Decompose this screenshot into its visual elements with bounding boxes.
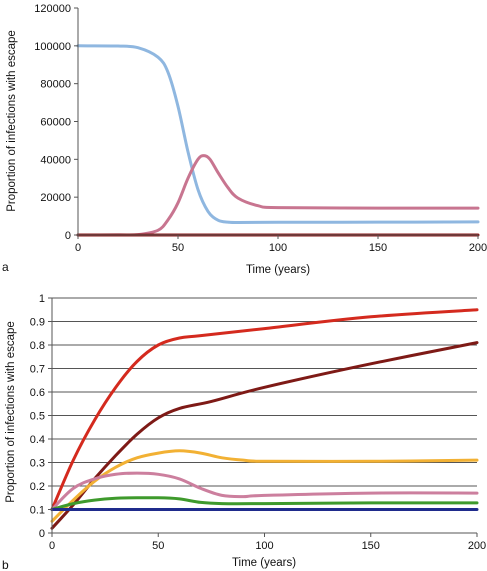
plot-area-a — [78, 8, 478, 235]
x-tick-label-b-1: 50 — [152, 540, 164, 552]
y-tick-label-b-1: 0.1 — [30, 505, 45, 517]
y-tick-label-b-4: 0.4 — [30, 434, 45, 446]
y-tick-label-a-6: 120000 — [34, 3, 71, 15]
series-line-b-4 — [50, 496, 479, 511]
x-tick-label-a-3: 150 — [369, 242, 387, 254]
y-tick-label-a-3: 60000 — [40, 117, 71, 129]
series-line-b-2 — [50, 449, 479, 523]
x-tick-label-b-2: 100 — [255, 540, 273, 552]
y-axis-label-b: Proportion of infections with escape — [5, 321, 17, 503]
x-axis-label-a: Time (years) — [246, 264, 310, 276]
y-tick-label-b-3: 0.3 — [30, 458, 45, 470]
y-tick-label-b-0: 0 — [39, 528, 45, 540]
panel-label-a: a — [2, 260, 9, 274]
x-tick-label-a-2: 100 — [269, 242, 287, 254]
x-axis-label-b: Time (years) — [232, 557, 296, 569]
y-tick-label-a-5: 100000 — [34, 41, 71, 53]
series-line-b-3 — [50, 471, 479, 511]
x-tick-label-a-4: 200 — [469, 242, 487, 254]
panel-b: 0 0.1 0.2 0.3 0.4 0.5 0.6 0.7 0.8 0.9 1 0 50 100 150 2… — [2, 293, 486, 571]
y-axis-label-a: Proportion of infections with escape — [6, 30, 18, 212]
x-tick-label-b-0: 0 — [49, 540, 55, 552]
y-tick-label-b-8: 0.8 — [30, 340, 45, 352]
x-tick-label-a-1: 50 — [172, 242, 184, 254]
panel-a: 0 20000 40000 60000 80000 100000 120000 0 50 100… — [2, 3, 487, 276]
y-tick-label-a-2: 40000 — [40, 154, 71, 166]
y-tick-label-a-4: 80000 — [40, 79, 71, 91]
y-tick-label-b-9: 0.9 — [30, 317, 45, 329]
series-line-a-1 — [76, 154, 480, 237]
y-tick-label-b-2: 0.2 — [30, 481, 45, 493]
x-tick-label-b-3: 150 — [362, 540, 380, 552]
y-tick-label-a-0: 0 — [65, 230, 71, 242]
y-tick-label-b-7: 0.7 — [30, 364, 45, 376]
x-tick-label-a-0: 0 — [75, 242, 81, 254]
y-tick-label-b-5: 0.5 — [30, 411, 45, 423]
series-line-a-0 — [76, 44, 480, 224]
y-tick-label-a-1: 20000 — [40, 192, 71, 204]
series-line-b-0 — [50, 308, 479, 511]
y-tick-label-b-10: 1 — [39, 293, 45, 305]
y-tick-label-b-6: 0.6 — [30, 387, 45, 399]
panel-label-b: b — [2, 558, 9, 571]
x-tick-label-b-4: 200 — [468, 540, 486, 552]
